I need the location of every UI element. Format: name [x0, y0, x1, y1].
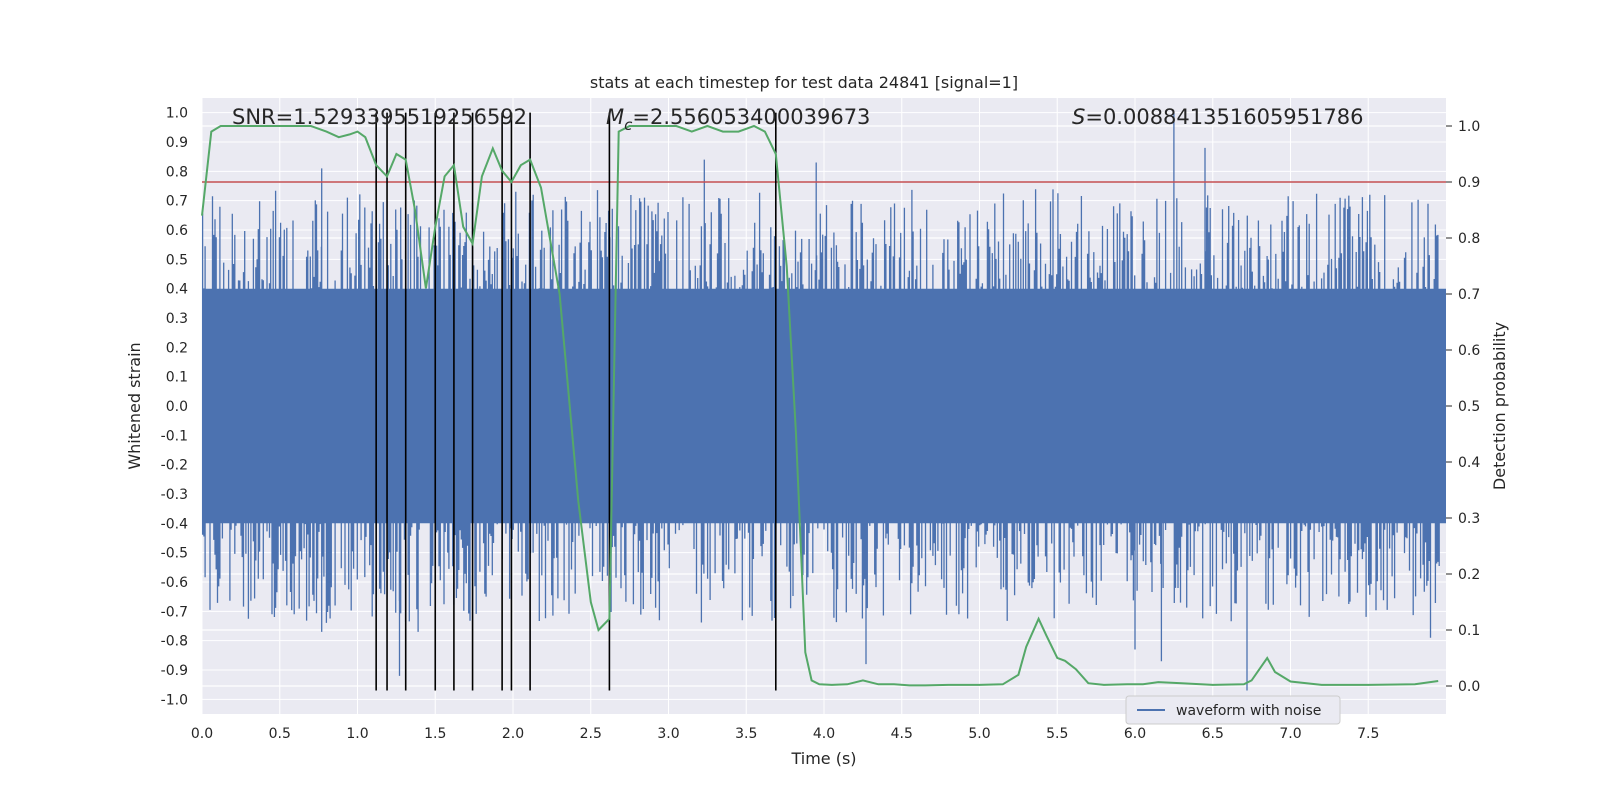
y-tick-label: -0.5 — [161, 546, 188, 562]
y-tick-label: 0.6 — [166, 223, 188, 239]
y-tick-label: -0.9 — [161, 663, 188, 679]
legend: waveform with noise — [1125, 695, 1341, 725]
x-tick-label: 3.5 — [735, 726, 757, 742]
x-tick-label: 4.0 — [813, 726, 835, 742]
y-axis-label: Whitened strain — [125, 342, 144, 469]
y2-tick-label: 0.6 — [1458, 343, 1480, 359]
y-tick-label: 0.8 — [166, 164, 188, 180]
y-tick-label: -0.4 — [161, 516, 188, 532]
y2-tick-label: 0.3 — [1458, 511, 1480, 527]
x-tick-label: 2.0 — [502, 726, 524, 742]
y-tick-label: 1.0 — [166, 106, 188, 122]
x-tick-label: 0.0 — [191, 726, 213, 742]
s-annotation: S=0.008841351605951786 — [1072, 105, 1363, 129]
y-tick-label: -0.6 — [161, 575, 188, 591]
x-axis-label: Time (s) — [790, 749, 856, 768]
y2-tick-label: 0.7 — [1458, 287, 1480, 303]
x-tick-label: 2.5 — [580, 726, 602, 742]
mc-value: =2.556053400039673 — [632, 105, 870, 129]
y2-tick-label: 0.8 — [1458, 231, 1480, 247]
x-axis-ticks: 0.0 0.5 1.0 1.5 2.0 2.5 3.0 3.5 4.0 4.5 5.0 5.5 6.0 6… — [191, 726, 1380, 742]
y2-tick-label: 0.9 — [1458, 175, 1480, 191]
y-tick-label: 0.5 — [166, 252, 188, 268]
mc-subscript: c — [624, 116, 633, 134]
x-tick-label: 7.5 — [1357, 726, 1379, 742]
y-tick-label: -0.2 — [161, 458, 188, 474]
y-tick-label: 0.4 — [166, 282, 188, 298]
y2-tick-label: 0.1 — [1458, 623, 1480, 639]
y2-axis-ticks: 1.0 0.9 0.8 0.7 0.6 0.5 0.4 0.3 0.2 0.1 0.0 — [1446, 119, 1480, 695]
chirp-mass-annotation: Mc=2.556053400039673 — [606, 105, 870, 134]
probability-line — [201, 124, 1439, 687]
x-tick-label: 5.5 — [1046, 726, 1068, 742]
legend-box — [1125, 695, 1341, 725]
y-tick-label: 0.9 — [166, 135, 188, 151]
x-tick-label: 0.5 — [269, 726, 291, 742]
y-tick-label: 0.3 — [166, 311, 188, 327]
chart-title: stats at each timestep for test data 248… — [590, 73, 1018, 92]
y2-tick-label: 0.2 — [1458, 567, 1480, 583]
y2-tick-label: 1.0 — [1458, 119, 1480, 135]
x-tick-label: 1.0 — [346, 726, 368, 742]
legend-label: waveform with noise — [1176, 703, 1321, 719]
waveform-core-band — [202, 288, 1446, 524]
snr-annotation: SNR=1.5293395519256592 — [232, 105, 527, 129]
x-tick-label: 3.0 — [657, 726, 679, 742]
y-tick-label: -1.0 — [161, 692, 188, 708]
y-tick-label: -0.3 — [161, 487, 188, 503]
y-tick-label: -0.7 — [161, 604, 188, 620]
x-tick-label: 7.0 — [1279, 726, 1301, 742]
y-tick-label: -0.1 — [161, 428, 188, 444]
mc-symbol: M — [606, 105, 624, 129]
y2-tick-label: 0.4 — [1458, 455, 1480, 471]
y-tick-label: 0.2 — [166, 340, 188, 356]
y2-tick-label: 0.0 — [1458, 679, 1480, 695]
x-tick-label: 1.5 — [424, 726, 446, 742]
x-tick-label: 6.0 — [1124, 726, 1146, 742]
y-tick-label: -0.8 — [161, 634, 188, 650]
y2-tick-label: 0.5 — [1458, 399, 1480, 415]
x-tick-label: 4.5 — [891, 726, 913, 742]
x-tick-label: 6.5 — [1202, 726, 1224, 742]
y-tick-label: 0.1 — [166, 370, 188, 386]
x-tick-label: 5.0 — [968, 726, 990, 742]
y-tick-label: 0.7 — [166, 194, 188, 210]
y2-axis-label: Detection probability — [1490, 322, 1509, 490]
s-symbol: S — [1072, 105, 1085, 129]
waveform-core — [202, 288, 1446, 524]
s-value: =0.008841351605951786 — [1085, 105, 1363, 129]
y-tick-label: 0.0 — [166, 399, 188, 415]
y-axis-ticks: 1.0 0.9 0.8 0.7 0.6 0.5 0.4 0.3 0.2 0.1 0.0 -0.1 -0.… — [161, 106, 188, 709]
